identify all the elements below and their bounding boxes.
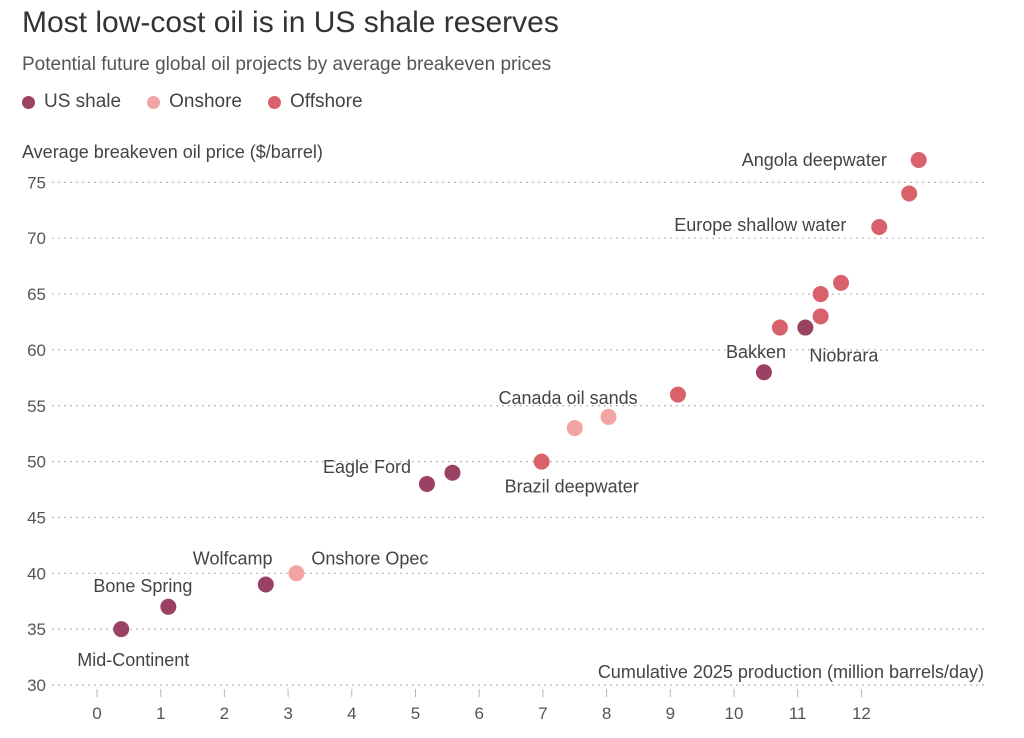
legend-label-onshore: Onshore [169, 91, 242, 112]
point-offshore-1 [669, 386, 686, 403]
y-tick-label-75: 75 [27, 173, 46, 192]
point-label-niobrara: Niobrara [809, 346, 879, 366]
point-label-mid-continent: Mid-Continent [77, 650, 189, 670]
legend-item-offshore: Offshore [267, 91, 363, 113]
point-us-shale-6 [797, 319, 814, 336]
point-label-onshore-opec: Onshore Opec [311, 548, 428, 568]
point-offshore-3 [812, 308, 829, 325]
data-points [113, 152, 927, 638]
x-tick-label-7: 7 [538, 704, 547, 723]
x-tick-label-9: 9 [666, 704, 675, 723]
x-tick-label-4: 4 [347, 704, 356, 723]
chart-title: Most low-cost oil is in US shale reserve… [22, 6, 559, 39]
point-label-bakken: Bakken [726, 342, 786, 362]
y-tick-label-35: 35 [27, 620, 46, 639]
x-tick-label-2: 2 [220, 704, 229, 723]
point-offshore-0 [533, 453, 550, 470]
legend-item-us-shale: US shale [22, 91, 121, 113]
x-tick-label-6: 6 [474, 704, 483, 723]
point-label-brazil-deepwater: Brazil deepwater [505, 477, 639, 497]
point-label-angola-deepwater: Angola deepwater [742, 150, 887, 170]
x-tick-label-0: 0 [92, 704, 101, 723]
y-tick-label-60: 60 [27, 341, 46, 360]
point-offshore-8 [910, 152, 927, 169]
x-tick-label-11: 11 [789, 704, 807, 723]
point-label-wolfcamp: Wolfcamp [193, 548, 273, 568]
point-offshore-2 [771, 319, 788, 336]
point-onshore-1 [566, 420, 583, 437]
legend-label-offshore: Offshore [289, 91, 363, 112]
y-axis-title: Average breakeven oil price ($/barrel) [22, 142, 323, 162]
legend-swatch-onshore [147, 95, 161, 109]
legend-swatch-offshore [267, 95, 281, 109]
legend-label-us-shale: US shale [44, 91, 122, 112]
legend-swatch-us-shale [22, 95, 35, 109]
point-us-shale-0 [113, 621, 130, 638]
x-tick-label-3: 3 [283, 704, 292, 723]
point-offshore-7 [901, 185, 918, 202]
x-tick-label-1: 1 [156, 704, 165, 723]
y-tick-label-50: 50 [27, 453, 46, 472]
y-tick-label-45: 45 [27, 508, 46, 527]
x-tick-label-8: 8 [602, 704, 611, 723]
grid-lines [52, 181, 984, 686]
point-label-bone-spring: Bone Spring [93, 576, 192, 596]
y-tick-label-55: 55 [27, 397, 46, 416]
point-us-shale-5 [755, 364, 772, 381]
x-tick-label-10: 10 [725, 704, 744, 723]
y-tick-label-30: 30 [27, 676, 46, 695]
point-us-shale-2 [257, 576, 274, 593]
legend-item-onshore: Onshore [147, 91, 242, 113]
chart-subtitle: Potential future global oil projects by … [22, 54, 552, 75]
y-tick-label-70: 70 [27, 229, 46, 248]
point-label-canada-oil-sands: Canada oil sands [499, 388, 638, 408]
y-tick-label-65: 65 [27, 285, 46, 304]
x-tick-label-5: 5 [411, 704, 420, 723]
point-offshore-5 [833, 274, 850, 291]
point-onshore-2 [600, 408, 617, 425]
point-offshore-4 [812, 286, 829, 303]
y-tick-label-40: 40 [27, 564, 46, 583]
point-us-shale-4 [444, 464, 461, 481]
x-tick-label-12: 12 [852, 704, 871, 723]
point-us-shale-1 [160, 598, 177, 615]
x-axis-title: Cumulative 2025 production (million barr… [598, 662, 984, 682]
point-label-europe-shallow-water: Europe shallow water [674, 215, 846, 235]
legend: US shale Onshore Offshore [22, 91, 389, 113]
point-onshore-0 [288, 565, 305, 582]
point-label-eagle-ford: Eagle Ford [323, 457, 411, 477]
point-us-shale-3 [418, 475, 435, 492]
point-offshore-6 [871, 219, 888, 236]
